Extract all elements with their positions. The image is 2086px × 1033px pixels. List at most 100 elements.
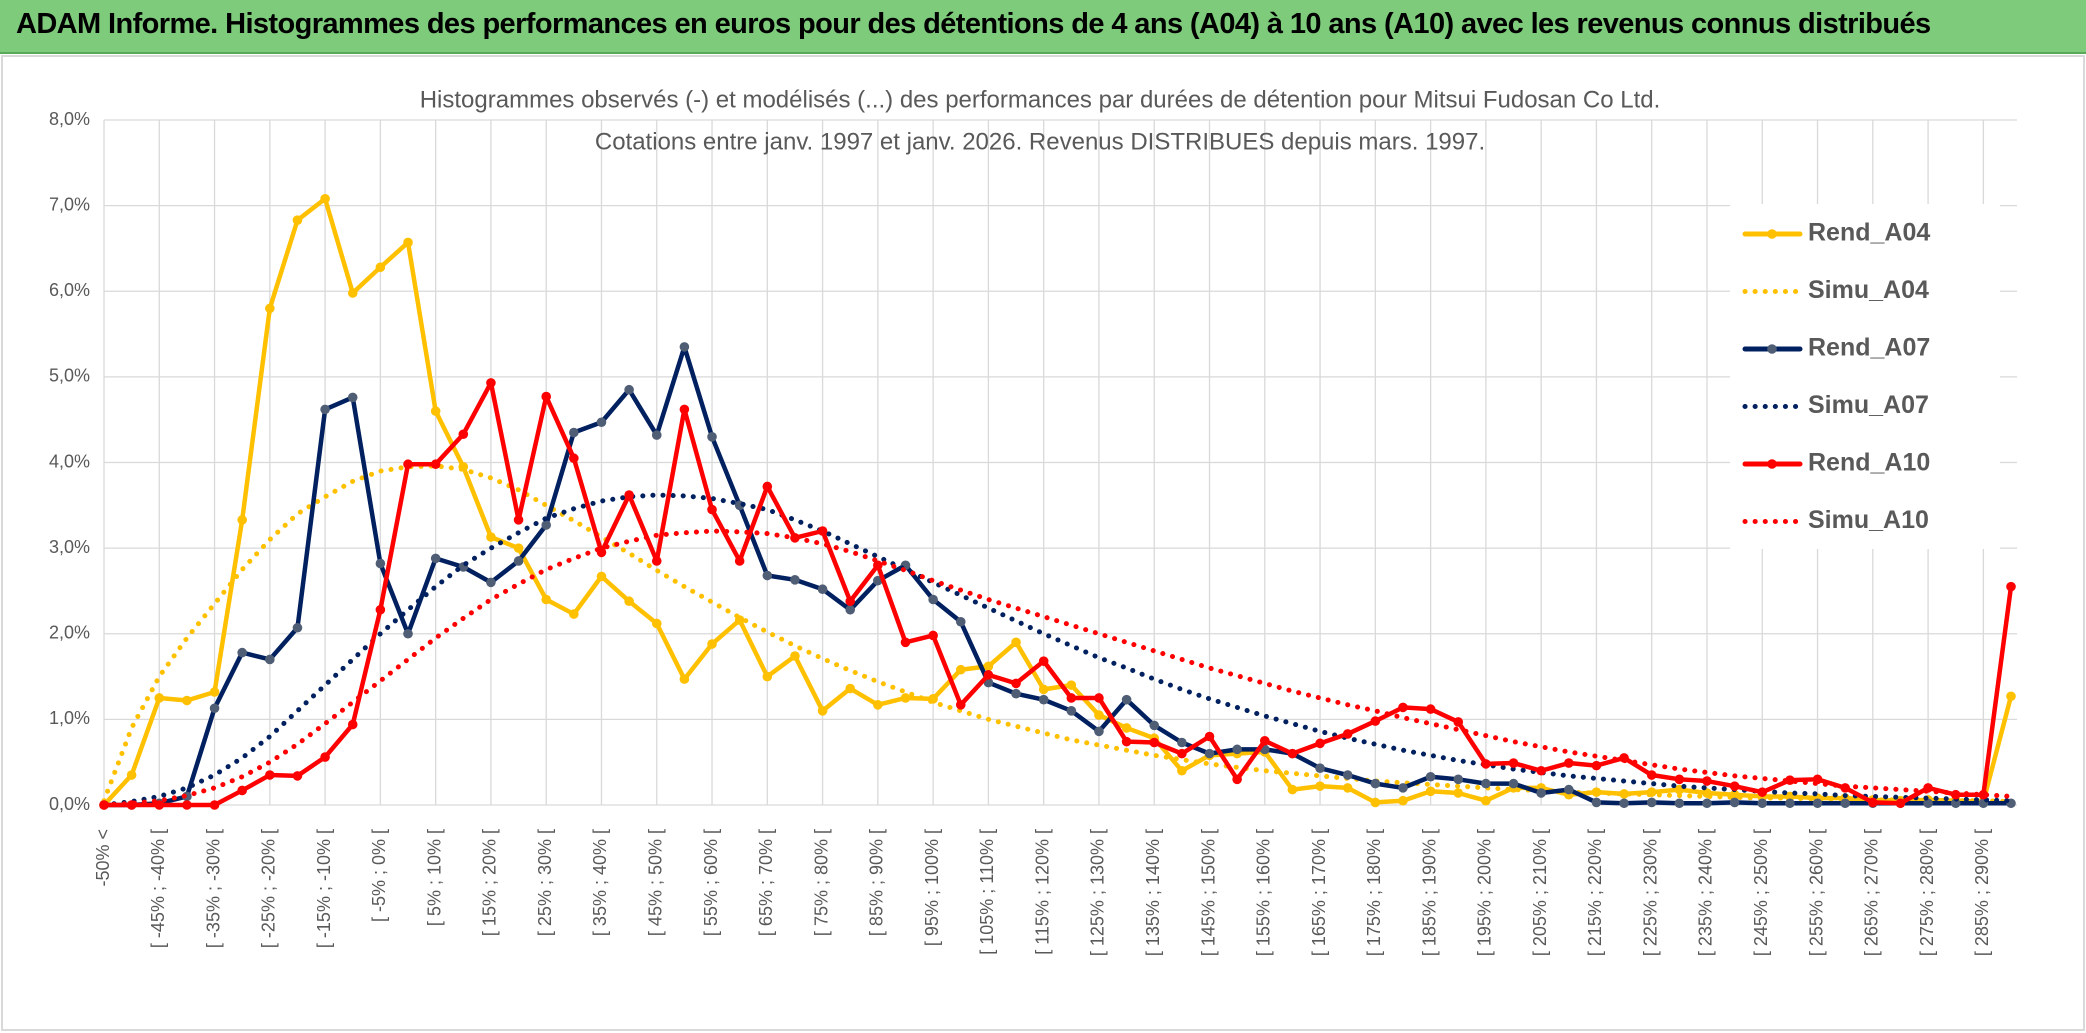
legend-label: Rend_A07	[1808, 334, 1930, 362]
data-point	[1232, 774, 1242, 785]
data-point	[679, 674, 690, 684]
data-point	[237, 515, 247, 525]
data-point	[955, 616, 966, 627]
data-point	[2006, 691, 2016, 702]
series-line	[101, 344, 2014, 808]
data-point	[1370, 797, 1381, 808]
data-point	[845, 683, 856, 694]
data-point	[209, 800, 220, 810]
data-point	[983, 661, 994, 672]
x-tick-label: [ 55% ; 60% [	[701, 829, 721, 936]
x-tick-label: [ 115% ; 120% [	[1032, 829, 1052, 955]
data-point	[320, 752, 330, 762]
y-tick-label: 6,0%	[49, 280, 90, 300]
data-point	[707, 639, 717, 649]
data-point	[182, 695, 192, 706]
data-point	[900, 693, 911, 703]
y-tick-label: 7,0%	[49, 194, 90, 214]
data-point	[182, 800, 192, 810]
data-point	[1232, 744, 1242, 755]
data-point	[624, 384, 634, 395]
data-point	[1508, 758, 1519, 768]
data-point	[1481, 795, 1491, 806]
data-point	[707, 432, 717, 442]
legend-label: Simu_A10	[1808, 506, 1929, 534]
data-point	[541, 520, 552, 530]
data-point	[1674, 798, 1685, 809]
data-point	[1812, 798, 1823, 809]
data-point	[569, 453, 579, 464]
data-point	[1868, 797, 1878, 808]
data-point	[1646, 770, 1657, 780]
x-tick-label: [ 95% ; 100% [	[922, 829, 942, 946]
legend-label: Rend_A10	[1808, 449, 1930, 477]
data-point	[375, 558, 386, 569]
data-point	[845, 604, 856, 615]
x-tick-label: [ 155% ; 160% [	[1254, 829, 1274, 956]
data-point	[1204, 731, 1215, 742]
x-tick-label: [ 15% ; 20% [	[480, 829, 500, 936]
data-point	[1342, 770, 1353, 780]
data-point	[486, 378, 496, 388]
data-point	[513, 543, 524, 553]
y-tick-label: 8,0%	[49, 109, 90, 129]
data-point	[762, 671, 773, 682]
data-point	[817, 584, 828, 595]
x-tick-label: [ 25% ; 30% [	[535, 829, 555, 936]
x-tick-label: [ 205% ; 210% [	[1530, 829, 1550, 956]
data-point	[154, 693, 165, 703]
data-point	[1204, 748, 1215, 759]
legend-marker	[1767, 459, 1777, 469]
x-tick-label: [ 85% ; 90% [	[867, 829, 887, 936]
data-point	[403, 628, 413, 639]
x-tick-label: [ 285% ; 290% [	[1972, 829, 1992, 956]
y-tick-label: 5,0%	[49, 366, 90, 386]
data-point	[320, 404, 330, 415]
data-point	[1591, 760, 1602, 771]
data-point	[541, 594, 552, 605]
data-point	[651, 556, 662, 566]
series-line	[101, 528, 2014, 808]
data-point	[1011, 688, 1021, 699]
data-point	[1923, 798, 1933, 809]
data-point	[817, 706, 828, 716]
data-point	[1481, 759, 1491, 769]
chart-subtitle: Cotations entre janv. 1997 et janv. 2026…	[595, 128, 1485, 155]
data-point	[1342, 783, 1353, 793]
x-tick-label: [ 185% ; 190% [	[1419, 829, 1439, 956]
series-line	[101, 196, 2014, 808]
x-tick-label: [ 175% ; 180% [	[1364, 829, 1384, 956]
data-point	[486, 532, 496, 542]
data-point	[596, 417, 607, 428]
data-point	[569, 609, 579, 619]
data-point	[209, 687, 220, 697]
data-point	[209, 703, 220, 714]
data-point	[2006, 581, 2016, 592]
data-point	[1481, 778, 1491, 789]
data-point	[651, 618, 662, 629]
data-point	[292, 215, 303, 225]
data-point	[458, 429, 469, 440]
data-point	[292, 771, 303, 781]
data-point	[292, 622, 303, 633]
chart-title: Histogrammes observés (-) et modélisés (…	[420, 86, 1661, 113]
x-tick-label: [ -5% ; 0% [	[369, 829, 389, 922]
data-point	[486, 577, 496, 588]
data-point	[430, 459, 441, 470]
y-tick-label: 0,0%	[49, 794, 90, 814]
data-point	[403, 459, 413, 470]
x-tick-label: [ 195% ; 200% [	[1475, 829, 1495, 956]
data-point	[873, 700, 883, 710]
legend-label: Simu_A07	[1808, 391, 1929, 419]
data-point	[1066, 693, 1077, 703]
data-point	[679, 404, 690, 415]
data-point	[1674, 774, 1685, 785]
data-point	[320, 193, 330, 204]
x-tick-label: [ 145% ; 150% [	[1198, 829, 1218, 956]
data-point	[1315, 738, 1325, 749]
data-point	[126, 770, 137, 780]
data-point	[1342, 729, 1353, 739]
data-point	[430, 406, 441, 416]
data-point	[624, 596, 634, 607]
x-tick-label: [ 45% ; 50% [	[646, 829, 666, 936]
